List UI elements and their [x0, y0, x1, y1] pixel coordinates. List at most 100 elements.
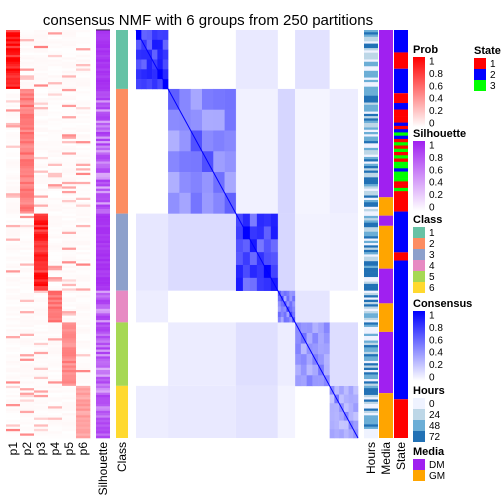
consensus-cell [292, 306, 296, 313]
prob-cell [6, 320, 21, 323]
prob-cell [48, 136, 63, 140]
prob-cell [34, 122, 49, 126]
silhouette-legend-tick: 0.8 [429, 153, 443, 164]
class-legend-swatch [413, 282, 425, 293]
prob-cell [76, 265, 91, 269]
hours-cell [364, 311, 378, 314]
prob-cell [6, 399, 21, 403]
media-legend-label: DM [429, 460, 445, 471]
state-cell [394, 99, 408, 104]
prob-cell [20, 195, 35, 199]
consensus-cell [286, 317, 290, 323]
prob-cell [48, 252, 63, 255]
state-cell [394, 135, 408, 140]
prob-cell [34, 64, 49, 67]
prob-cell [6, 204, 21, 208]
prob-cell [20, 61, 35, 65]
prob-cell [62, 263, 77, 267]
prob-cell [62, 245, 77, 248]
prob-cell [34, 141, 49, 144]
hours-cell [364, 159, 378, 162]
silhouette-cell [96, 50, 110, 53]
silhouette-cell [96, 82, 110, 85]
prob-cell [62, 129, 77, 133]
class-legend-label: 5 [429, 272, 435, 283]
prob-cell [76, 36, 91, 40]
prob-cell [34, 349, 49, 353]
prob-cell [48, 36, 63, 40]
prob-cell [6, 39, 21, 42]
prob-cell [76, 297, 91, 301]
prob-cell [6, 397, 21, 400]
silhouette-cell [96, 107, 110, 110]
hours-cell [364, 326, 378, 330]
hours-cell [364, 379, 378, 382]
hours-cell [364, 404, 378, 407]
prob-cell [34, 150, 49, 153]
prob-cell [48, 329, 63, 332]
prob-cell [20, 36, 35, 40]
prob-cell [20, 297, 35, 301]
prob-cell [48, 302, 63, 305]
prob-cell [76, 428, 91, 432]
prob-cell [62, 215, 77, 219]
hours-cell [364, 302, 378, 305]
prob-cell [48, 365, 63, 369]
silhouette-legend-bar [413, 141, 425, 211]
consensus-cell [300, 375, 307, 387]
prob-cell [34, 367, 49, 371]
state-cell [394, 112, 408, 117]
hours-cell [364, 385, 378, 389]
prob-cell [48, 333, 63, 337]
prob-cell [34, 354, 49, 357]
prob-cell [62, 290, 77, 294]
prob-cell [48, 390, 63, 393]
prob-cell [76, 349, 91, 353]
prob-cell [6, 209, 21, 212]
prob-cell [62, 258, 77, 262]
consensus-cell [339, 394, 345, 404]
prob-cell [62, 392, 77, 396]
prob-cell [62, 249, 77, 253]
hours-cell [364, 422, 378, 425]
consensus-cell [263, 277, 272, 291]
prob-cell [62, 435, 77, 439]
consensus-cell [323, 354, 330, 366]
prob-cell [48, 177, 63, 180]
hours-column [364, 30, 378, 439]
prob-cell [20, 82, 35, 85]
prob-cell [76, 404, 91, 407]
consensus-cell [162, 69, 169, 80]
prob-cell [6, 419, 21, 423]
prob-cell [76, 188, 91, 192]
prob-cell [48, 184, 63, 187]
prob-cell [34, 209, 49, 212]
consensus-cell [300, 354, 307, 366]
silhouette-cell [96, 150, 110, 153]
consensus-cell [323, 322, 330, 334]
prob-cell [6, 213, 21, 217]
prob-cell [34, 229, 49, 233]
prob-cell [76, 288, 91, 291]
silhouette-cell [96, 77, 110, 81]
prob-cell [20, 222, 35, 226]
consensus-cell [179, 88, 191, 111]
hours-cell [364, 238, 378, 242]
prob-column-label: p6 [76, 442, 90, 456]
prob-cell [34, 145, 49, 149]
consensus-cell [213, 151, 225, 173]
prob-cell [48, 240, 63, 244]
silhouette-cell [96, 347, 110, 350]
silhouette-cell [96, 202, 110, 205]
consensus-cell [256, 264, 265, 279]
prob-cell [62, 163, 77, 167]
prob-cell [20, 252, 35, 255]
prob-cell [76, 59, 91, 63]
silhouette-cell [96, 249, 110, 253]
prob-cell [62, 175, 77, 178]
hours-cell [364, 345, 378, 348]
prob-cell [34, 211, 49, 214]
prob-cell [34, 415, 49, 418]
prob-cell [48, 426, 63, 430]
hours-cell [364, 61, 378, 65]
